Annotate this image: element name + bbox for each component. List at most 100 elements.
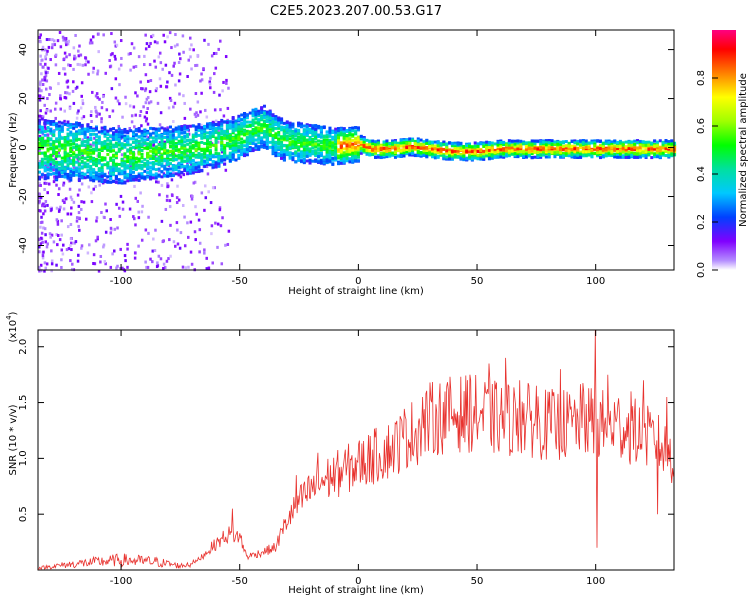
spectrogram-ridge-cell <box>502 143 506 147</box>
spectrogram-noise-cell <box>142 63 146 67</box>
spectrogram-ridge-cell <box>166 128 170 132</box>
spectrogram-ridge-cell <box>305 147 309 151</box>
spectrogram-ridge-cell <box>180 156 184 160</box>
spectrogram-ridge-cell <box>66 123 70 127</box>
spectrogram-noise-cell <box>78 44 81 48</box>
spectrogram-ridge-cell <box>114 168 118 172</box>
spectrogram-ridge-cell <box>183 155 187 159</box>
spectrogram-ridge-cell <box>237 129 241 133</box>
spectrogram-ridge-cell <box>539 142 543 146</box>
spectrogram-noise-cell <box>39 160 42 164</box>
spectrogram-ridge-cell <box>539 155 543 159</box>
spectrogram-ridge-cell <box>505 153 509 157</box>
spectrogram-noise-cell <box>45 87 48 91</box>
spectrogram-noise-cell <box>144 73 148 77</box>
spectrogram-ridge-cell <box>308 149 312 153</box>
spectrogram-noise-cell <box>116 226 119 230</box>
spectrogram-ridge-cell <box>140 174 144 178</box>
spectrogram-ridge-cell <box>57 141 61 145</box>
spectrogram-noise-cell <box>151 33 155 37</box>
spectrogram-ridge-cell <box>92 162 96 166</box>
spectrogram-ridge-cell <box>112 131 116 135</box>
spectrogram-ridge-cell <box>66 135 70 139</box>
spectrogram-noise-cell <box>178 52 181 56</box>
spectrogram-noise-cell <box>166 35 169 39</box>
spectrogram-noise-cell <box>176 242 180 246</box>
spectrogram-ridge-cell <box>160 175 164 179</box>
spectrogram-ridge-cell <box>240 124 244 128</box>
spectrogram-ridge-cell <box>516 141 520 145</box>
spectrogram-noise-cell <box>225 78 228 82</box>
spectrogram-noise-cell <box>216 222 220 226</box>
spectrogram-noise-cell <box>96 237 99 241</box>
spectrogram-ridge-cell <box>294 134 298 138</box>
spectrogram-ridge-cell <box>308 153 312 157</box>
spectrogram-noise-cell <box>147 215 150 219</box>
spectrogram-ridge-cell <box>38 165 41 169</box>
spectrogram-ridge-cell <box>180 142 184 146</box>
spectrogram-noise-cell <box>144 89 147 93</box>
spectrogram-noise-cell <box>190 163 193 167</box>
spectrogram-ridge-cell <box>131 178 135 182</box>
spectrogram-ridge-cell <box>499 153 503 157</box>
spectrogram-ridge-cell <box>220 122 224 126</box>
spectrogram-ridge-cell <box>262 121 266 125</box>
spectrogram-ridge-cell <box>223 143 227 147</box>
spectrogram-noise-cell <box>196 100 200 104</box>
spectrogram-ridge-cell <box>72 123 76 127</box>
spectrogram-noise-cell <box>134 113 137 117</box>
spectrogram-ridge-cell <box>114 162 118 166</box>
spectrogram-ridge-cell <box>522 142 526 146</box>
spectrogram-ridge-cell <box>311 146 315 150</box>
spectrogram-ridge-cell <box>294 151 298 155</box>
spectrogram-noise-cell <box>40 89 43 93</box>
spectrogram-ridge-cell <box>231 141 235 145</box>
spectrogram-noise-cell <box>41 132 45 136</box>
spectrogram-ridge-cell <box>149 143 153 147</box>
spectrogram-noise-cell <box>147 44 151 48</box>
spectrogram-ridge-cell <box>496 143 500 147</box>
spectrogram-ridge-cell <box>328 155 332 159</box>
spectrogram-ridge-cell <box>251 135 255 139</box>
spectrogram-ridge-cell <box>103 156 107 160</box>
spectrogram-noise-cell <box>136 199 140 203</box>
spectrogram-ridge-cell <box>100 171 104 175</box>
spectrogram-ridge-cell <box>322 158 326 162</box>
spectrogram-ridge-cell <box>274 122 278 126</box>
spectrogram-ridge-cell <box>197 127 201 131</box>
spectrogram-noise-cell <box>90 120 93 124</box>
spectrogram-ridge-cell <box>368 143 372 147</box>
spectrogram-ridge-cell <box>257 136 261 140</box>
spectrogram-ridge-cell <box>408 141 412 145</box>
spectrogram-ridge-cell <box>399 138 403 142</box>
spectrogram-ridge-cell <box>131 140 135 144</box>
spectrogram-ridge-cell <box>208 145 212 149</box>
spectrogram-ridge-cell <box>134 157 138 161</box>
spectrogram-ridge-cell <box>143 161 147 165</box>
spectrogram-ridge-cell <box>100 131 104 135</box>
spectrogram-ridge-cell <box>513 148 517 152</box>
spectrogram-ridge-cell <box>510 143 514 147</box>
spectrogram-ridge-cell <box>231 120 235 124</box>
spectrogram-ridge-cell <box>277 146 281 150</box>
spectrogram-noise-cell <box>114 77 118 81</box>
spectrogram-ridge-cell <box>265 130 269 134</box>
spectrogram-ridge-cell <box>186 156 190 160</box>
spectrogram-ridge-cell <box>288 137 292 141</box>
spectrogram-ridge-cell <box>52 130 56 134</box>
spectrogram-ridge-cell <box>129 176 133 180</box>
spectrogram-ridge-cell <box>38 170 41 174</box>
spectrogram-ridge-cell <box>57 174 61 178</box>
spectrogram-noise-cell <box>127 52 131 56</box>
spectrogram-ridge-cell <box>254 107 258 111</box>
spectrogram-ridge-cell <box>97 167 101 171</box>
spectrogram-ridge-cell <box>171 142 175 146</box>
figure-title: C2E5.2023.207.00.53.G17 <box>270 4 442 19</box>
spectrogram-ridge-cell <box>331 149 335 153</box>
spectrogram-ridge-cell <box>470 148 474 152</box>
spectrogram-ridge-cell <box>402 147 406 151</box>
spectrogram-noise-cell <box>99 254 103 258</box>
spectrogram-ridge-cell <box>83 151 87 155</box>
spectrogram-ridge-cell <box>126 160 130 164</box>
spectrogram-ridge-cell <box>490 150 494 154</box>
